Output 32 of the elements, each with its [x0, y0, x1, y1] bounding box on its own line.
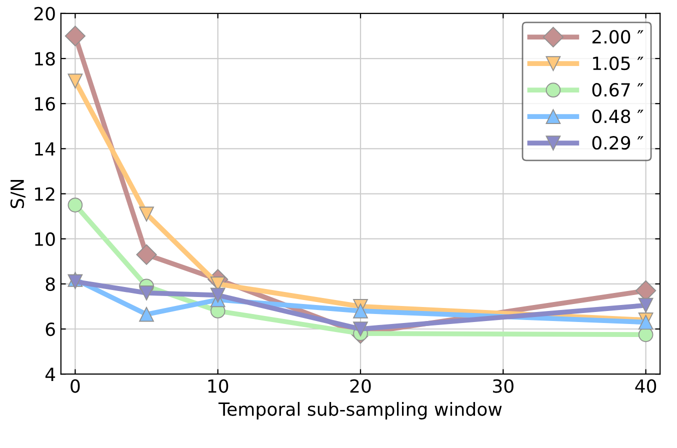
y-tick-label: 8 — [46, 277, 55, 292]
x-tick-label: 30 — [493, 379, 514, 393]
point — [68, 74, 83, 88]
x-tick-label: 40 — [635, 379, 656, 393]
y-tick-label: 6 — [46, 322, 55, 336]
x-tick-label: 20 — [350, 379, 371, 393]
legend-label: 0.67 ″ — [592, 83, 644, 97]
point — [68, 198, 83, 212]
x-tick-label: 10 — [208, 379, 228, 393]
point — [353, 304, 368, 318]
y-tick-label: 20 — [34, 6, 55, 21]
y-tick-label: 12 — [35, 187, 54, 201]
y-tick-label: 18 — [35, 52, 55, 66]
point — [139, 306, 154, 322]
point — [64, 26, 86, 46]
x-tick-label: 0 — [70, 379, 80, 393]
y-tick-label: 14 — [35, 142, 56, 156]
legend-label: 0.48 ″ — [592, 110, 644, 124]
point — [139, 206, 154, 222]
y-tick-label: 4 — [45, 368, 56, 381]
y-axis-title: S/N — [10, 180, 26, 208]
point — [210, 288, 226, 303]
legend-label: 0.29 ″ — [592, 136, 644, 150]
legend-label: 1.05 ″ — [593, 56, 644, 70]
x-axis-title: Temporal sub-sampling window — [218, 402, 502, 420]
point — [353, 322, 368, 336]
point — [139, 286, 154, 300]
point — [638, 298, 654, 313]
y-tick-label: 10 — [35, 232, 55, 246]
point — [136, 244, 157, 265]
y-tick-label: 16 — [35, 97, 55, 111]
legend-label: 2.00 ″ — [592, 30, 644, 44]
